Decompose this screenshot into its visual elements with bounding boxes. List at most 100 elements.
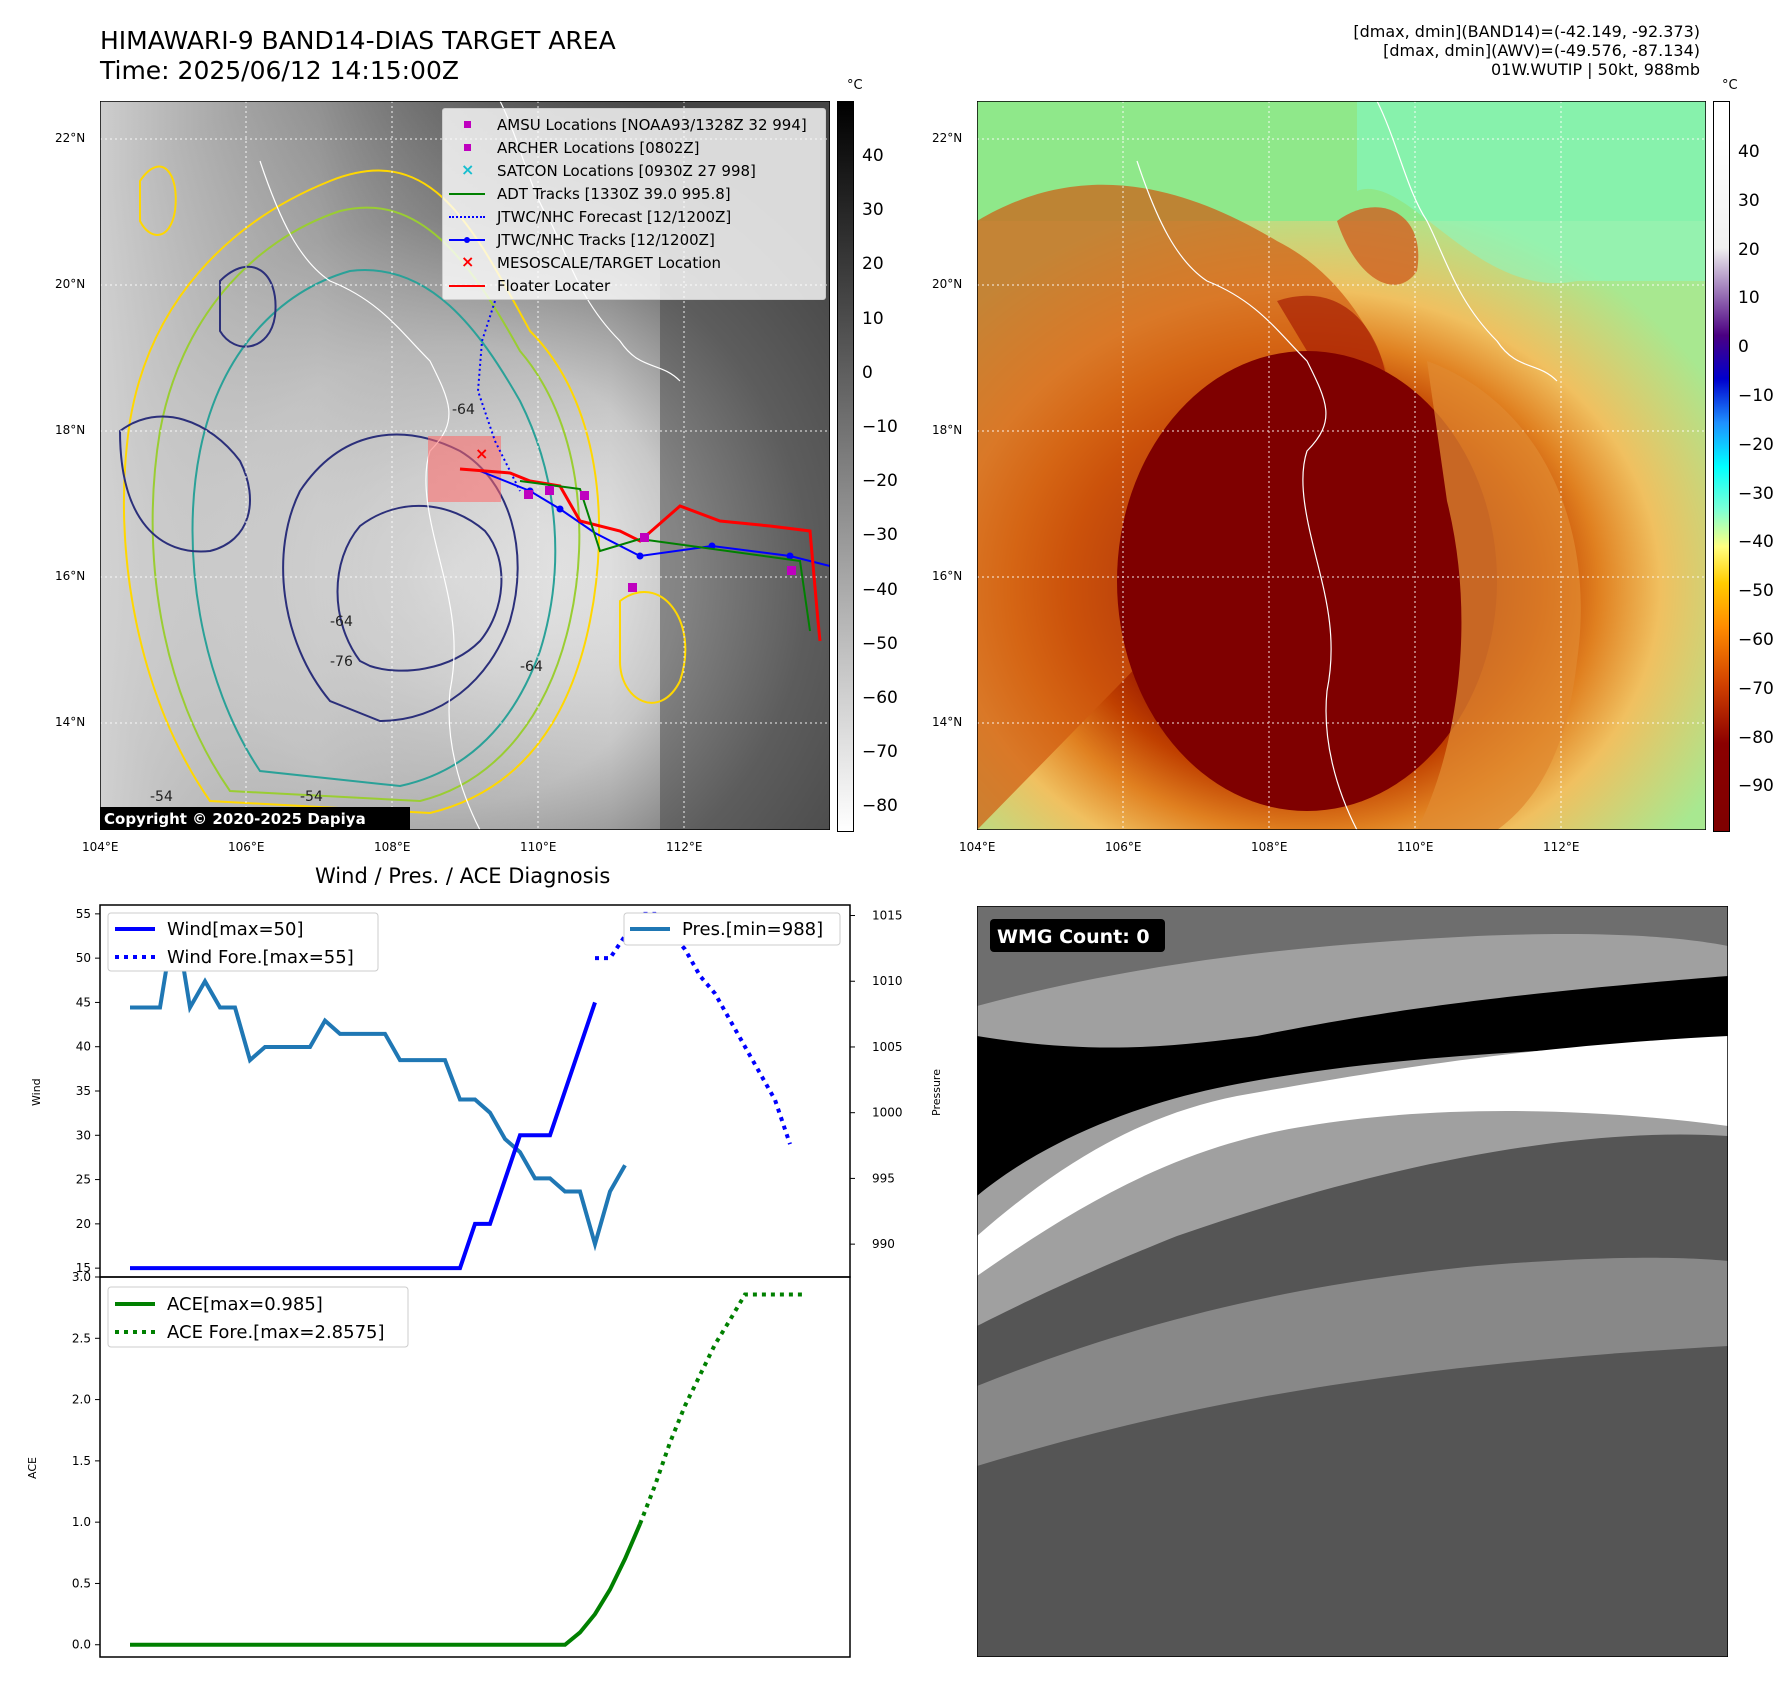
wind-legend-label: Wind[max=50] [167,919,304,940]
colorbar-tick: −20 [862,471,898,492]
y2-tick-label: 990 [872,1237,895,1251]
y2-tick-label: 1005 [872,1040,903,1054]
legend-label: MESOSCALE/TARGET Location [497,254,722,272]
chart-legend [623,912,841,946]
svg-text:×: × [475,444,488,463]
y-tick-label: 2.0 [72,1393,91,1407]
contour-label: -64 [452,402,475,418]
colorbar-tick: −60 [862,688,898,708]
colorbar-tick: −70 [862,742,898,763]
lon-label: 112°E [666,840,703,854]
colorbar-tick: −20 [1738,434,1774,455]
y-tick-label: 0.0 [72,1638,91,1652]
lon-label: 106°E [228,840,265,854]
ace-legend-label: ACE[max=0.985] [167,1294,323,1315]
lat-label: 16°N [932,569,963,583]
storm-info: [dmax, dmin](BAND14)=(-42.149, -92.373) … [1353,22,1700,79]
colorbar-tick: −40 [1738,532,1774,553]
colorbar-tick: −80 [1738,727,1774,748]
chart-legend [107,1286,409,1348]
colorbar-tick: −50 [1738,581,1774,602]
legend-marker [449,189,485,199]
legend-entry: JTWC/NHC Tracks [12/1200Z] [449,230,715,250]
ace-panel-frame [99,1276,851,1658]
lat-label: 14°N [932,715,963,729]
wmg-count-label: WMG Count: 0 [997,926,1150,948]
ace-forecast-legend-label: ACE Fore.[max=2.8575] [167,1322,385,1343]
y-axis-label: Wind [30,1078,43,1106]
colorbar-tick: −50 [862,633,898,654]
y-tick-label: 1.0 [72,1515,91,1529]
lat-label: 18°N [932,423,963,437]
map-legend: AMSU Locations [NOAA93/1328Z 32 994] ARCH… [442,108,826,300]
lon-label: 104°E [959,840,996,854]
legend-label: Floater Locater [497,277,611,295]
colorbar-tick: 40 [862,146,884,166]
colorbar-tick: −30 [862,525,898,546]
chart-legend [107,912,379,972]
y2-tick-label: 1010 [872,974,903,988]
awv-map-panel [977,101,1706,830]
lon-label: 110°E [1397,840,1434,854]
colorbar-tick: −80 [862,796,898,817]
legend-entry: AMSU Locations [NOAA93/1328Z 32 994] [449,115,807,135]
legend-marker: × [461,160,475,179]
legend-entry: Floater Locater [449,276,610,296]
legend-label: JTWC/NHC Tracks [12/1200Z] [497,231,715,249]
contour-label: -64 [330,614,353,630]
colorbar-tick: 20 [1738,239,1760,260]
legend-marker [449,212,485,222]
wind-forecast-legend-label: Wind Fore.[max=55] [167,947,354,968]
pressure-line [130,915,627,1252]
lat-label: 22°N [932,131,963,145]
lon-label: 110°E [520,840,557,854]
colorbar-tick: −70 [1738,678,1774,699]
lat-label: 20°N [55,277,86,291]
legend-entry: × MESOSCALE/TARGET Location [449,252,722,273]
lon-label: 108°E [1251,840,1288,854]
legend-entry: ARCHER Locations [0802Z] [449,138,700,158]
legend-marker: × [461,252,475,271]
colorbar-tick: 0 [1738,337,1749,358]
legend-entry: × SATCON Locations [0930Z 27 998] [449,160,756,181]
wind-forecast-line [595,911,792,1145]
legend-label: AMSU Locations [NOAA93/1328Z 32 994] [497,116,807,134]
wind-line [130,1001,597,1271]
legend-label: ARCHER Locations [0802Z] [497,139,700,157]
y-tick-label: 45 [76,995,91,1009]
y2-tick-label: 995 [872,1171,895,1185]
copyright-label: Copyright © 2020-2025 Dapiya [104,810,366,828]
colorbar-tick: 10 [862,308,884,329]
colorbar-tick: 10 [1738,288,1760,309]
diagnosis-title: Wind / Pres. / ACE Diagnosis [315,864,611,888]
awv-colorbar-unit: °C [1722,78,1738,93]
y-tick-label: 2.5 [72,1331,91,1345]
title-line-2: Time: 2025/06/12 14:15:00Z [100,56,459,85]
lat-label: 14°N [55,715,86,729]
chart-title: HIMAWARI-9 BAND14-DIAS TARGET AREA Time:… [100,26,616,86]
y-tick-label: 20 [76,1217,91,1231]
y-tick-label: 40 [76,1040,91,1054]
y-tick-label: 3.0 [72,1270,91,1284]
y-axis-label: ACE [26,1457,39,1479]
awv-colorbar [1713,101,1730,832]
legend-label: JTWC/NHC Forecast [12/1200Z] [497,208,732,226]
colorbar-tick: 0 [862,362,873,383]
info-line-3: 01W.WUTIP | 50kt, 988mb [1490,60,1700,79]
lat-label: 20°N [932,277,963,291]
legend-marker [449,281,485,291]
legend-label: SATCON Locations [0930Z 27 998] [497,162,756,180]
ir-colorbar [837,101,854,832]
lon-label: 104°E [82,840,119,854]
lon-label: 112°E [1543,840,1580,854]
diagnosis-chart: 55 50 45 40 35 30 25 20 15 1015 1010 1005 1000 995 990… [26,904,943,1658]
contour-label: -64 [520,659,543,675]
colorbar-tick: −90 [1738,776,1774,797]
colorbar-tick: −10 [1738,386,1774,406]
colorbar-tick: −10 [862,417,898,437]
y-tick-label: 30 [76,1128,91,1142]
legend-entry: ADT Tracks [1330Z 39.0 995.8] [449,184,731,204]
y-tick-label: 50 [76,951,91,965]
y-tick-label: 55 [76,907,91,921]
colorbar-tick: 30 [862,200,884,221]
